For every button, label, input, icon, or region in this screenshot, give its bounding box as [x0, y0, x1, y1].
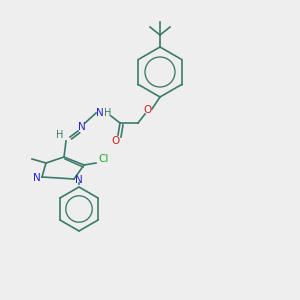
Text: N: N: [78, 122, 86, 132]
Text: N: N: [33, 173, 41, 183]
Text: H: H: [104, 108, 112, 118]
Text: H: H: [56, 130, 64, 140]
Text: O: O: [112, 136, 120, 146]
Text: O: O: [143, 105, 151, 115]
Text: Cl: Cl: [99, 154, 109, 164]
Text: N: N: [96, 108, 104, 118]
Text: N: N: [75, 175, 83, 185]
